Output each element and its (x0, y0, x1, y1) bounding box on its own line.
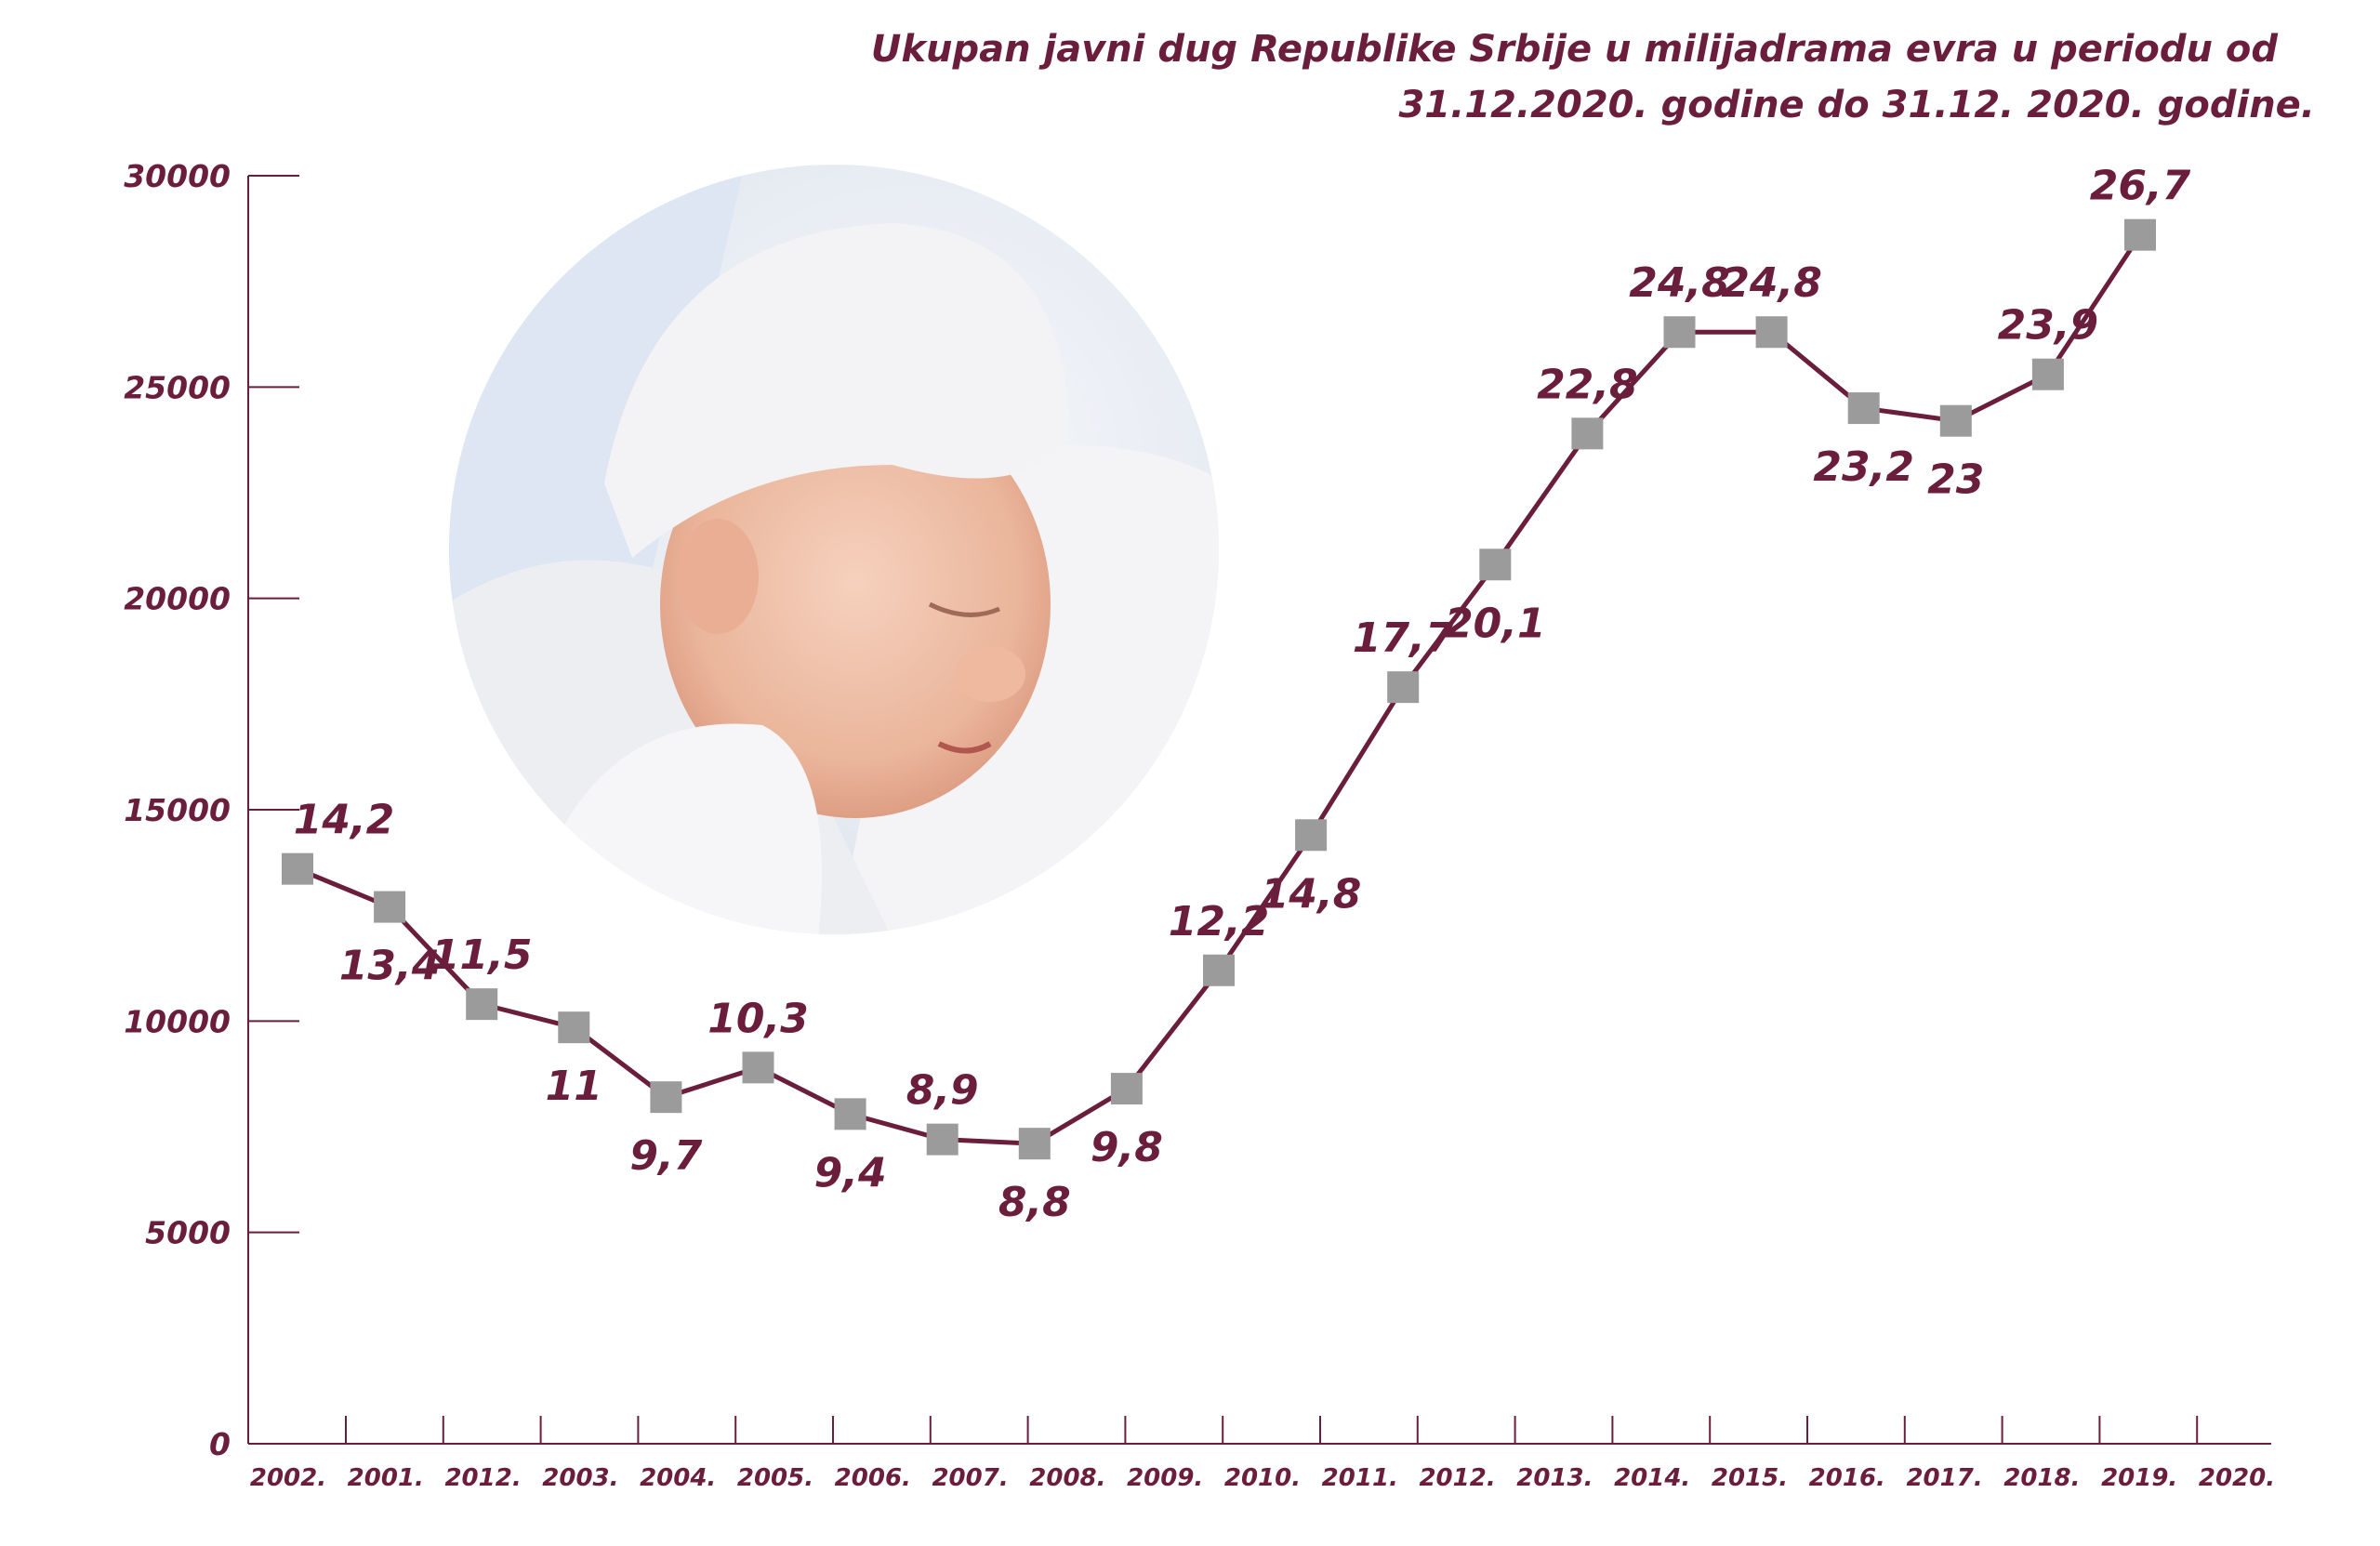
data-point-marker (2124, 218, 2156, 251)
y-tick-label: 30000 (124, 158, 231, 194)
series-markers (282, 218, 2156, 1160)
data-point-marker (834, 1098, 866, 1130)
x-tick-label: 2019. (2101, 1464, 2177, 1492)
x-tick-label: 2005. (737, 1464, 813, 1492)
data-point-marker (558, 1011, 590, 1044)
data-point-marker (1755, 316, 1788, 349)
data-label: 23,2 (1813, 443, 1914, 491)
data-point-marker (1295, 819, 1328, 852)
x-tick-label: 2014. (1614, 1464, 1690, 1492)
data-point-marker (374, 891, 406, 923)
data-point-marker (742, 1051, 774, 1084)
x-tick-label: 2006. (835, 1464, 911, 1492)
x-tick-label: 2013. (1516, 1464, 1593, 1492)
data-labels: 14,2 13,411,5 11 9,7 10,3 9,4 8,9 8,8 9,8 12,214,… (294, 163, 2191, 1227)
data-point-marker (926, 1123, 959, 1156)
data-label: 23,9 (1998, 302, 2099, 350)
y-tick-label: 15000 (124, 792, 231, 828)
data-label: 26,7 (2090, 163, 2191, 210)
data-label: 22,8 (1537, 361, 1638, 408)
x-tick-label: 2010. (1224, 1464, 1301, 1492)
data-point-marker (282, 852, 313, 885)
data-label: 10,3 (707, 995, 809, 1042)
data-point-marker (650, 1081, 682, 1114)
data-point-marker (466, 988, 498, 1021)
x-tick-label: 2004. (640, 1464, 716, 1492)
y-tick-label: 0 (209, 1426, 231, 1462)
data-point-marker (2031, 358, 2064, 390)
data-point-marker (1203, 954, 1235, 986)
x-tick-label: 2012. (444, 1464, 521, 1492)
x-tick-label: 2016. (1809, 1464, 1885, 1492)
x-tick-label: 2001. (348, 1464, 424, 1492)
data-label: 14,8 (1261, 870, 1362, 918)
x-tick-label: 2009. (1127, 1464, 1203, 1492)
x-tick-label: 2007. (932, 1464, 1008, 1492)
data-point-marker (1939, 404, 1972, 437)
y-tick-label: 5000 (145, 1215, 231, 1251)
baby-photo (449, 165, 1219, 934)
data-point-marker (1663, 316, 1696, 349)
data-label: 12,2 (1169, 898, 1270, 945)
data-label: 9,7 (629, 1132, 702, 1180)
chart-title: Ukupan javni dug Republike Srbije u mili… (870, 28, 2278, 71)
data-label: 17,7 (1353, 614, 1454, 662)
data-point-marker (1110, 1073, 1143, 1105)
data-label: 20,1 (1445, 600, 1546, 647)
data-label: 8,9 (906, 1067, 979, 1115)
x-tick-label: 2017. (1906, 1464, 1982, 1492)
x-axis-ticks: 2002. 2001. 2012. 2003. 2004. 2005. 2006. 2007.… (250, 1416, 2275, 1492)
data-label: 11 (546, 1063, 602, 1110)
x-tick-label: 2012. (1419, 1464, 1495, 1492)
y-tick-label: 20000 (124, 581, 231, 617)
data-label: 9,8 (1091, 1124, 1163, 1171)
data-label: 13,4 (339, 943, 441, 990)
x-tick-label: 2011. (1322, 1464, 1398, 1492)
data-point-marker (1847, 392, 1880, 425)
x-tick-label: 2008. (1029, 1464, 1105, 1492)
x-tick-label: 2020. (2199, 1464, 2275, 1492)
chart-subtitle: 31.12.2020. godine do 31.12. 2020. godin… (1398, 84, 2315, 126)
data-label: 8,8 (998, 1179, 1071, 1226)
data-label: 24,8 (1721, 259, 1822, 307)
data-label: 23 (1927, 456, 1984, 504)
y-tick-label: 25000 (124, 369, 231, 405)
data-point-marker (1018, 1128, 1051, 1160)
x-tick-label: 2015. (1712, 1464, 1788, 1492)
data-label: 9,4 (814, 1149, 887, 1196)
data-label: 24,8 (1629, 259, 1730, 307)
y-axis-ticks: 0 5000 10000 15000 20000 25000 30000 (124, 158, 299, 1462)
x-tick-label: 2018. (2003, 1464, 2080, 1492)
data-point-marker (1571, 417, 1604, 450)
x-tick-label: 2003. (542, 1464, 618, 1492)
data-label: 14,2 (294, 797, 395, 844)
data-point-marker (1387, 671, 1420, 704)
x-tick-label: 2002. (250, 1464, 326, 1492)
y-tick-label: 10000 (124, 1003, 231, 1039)
data-label: 11,5 (431, 932, 533, 979)
data-point-marker (1479, 548, 1512, 581)
